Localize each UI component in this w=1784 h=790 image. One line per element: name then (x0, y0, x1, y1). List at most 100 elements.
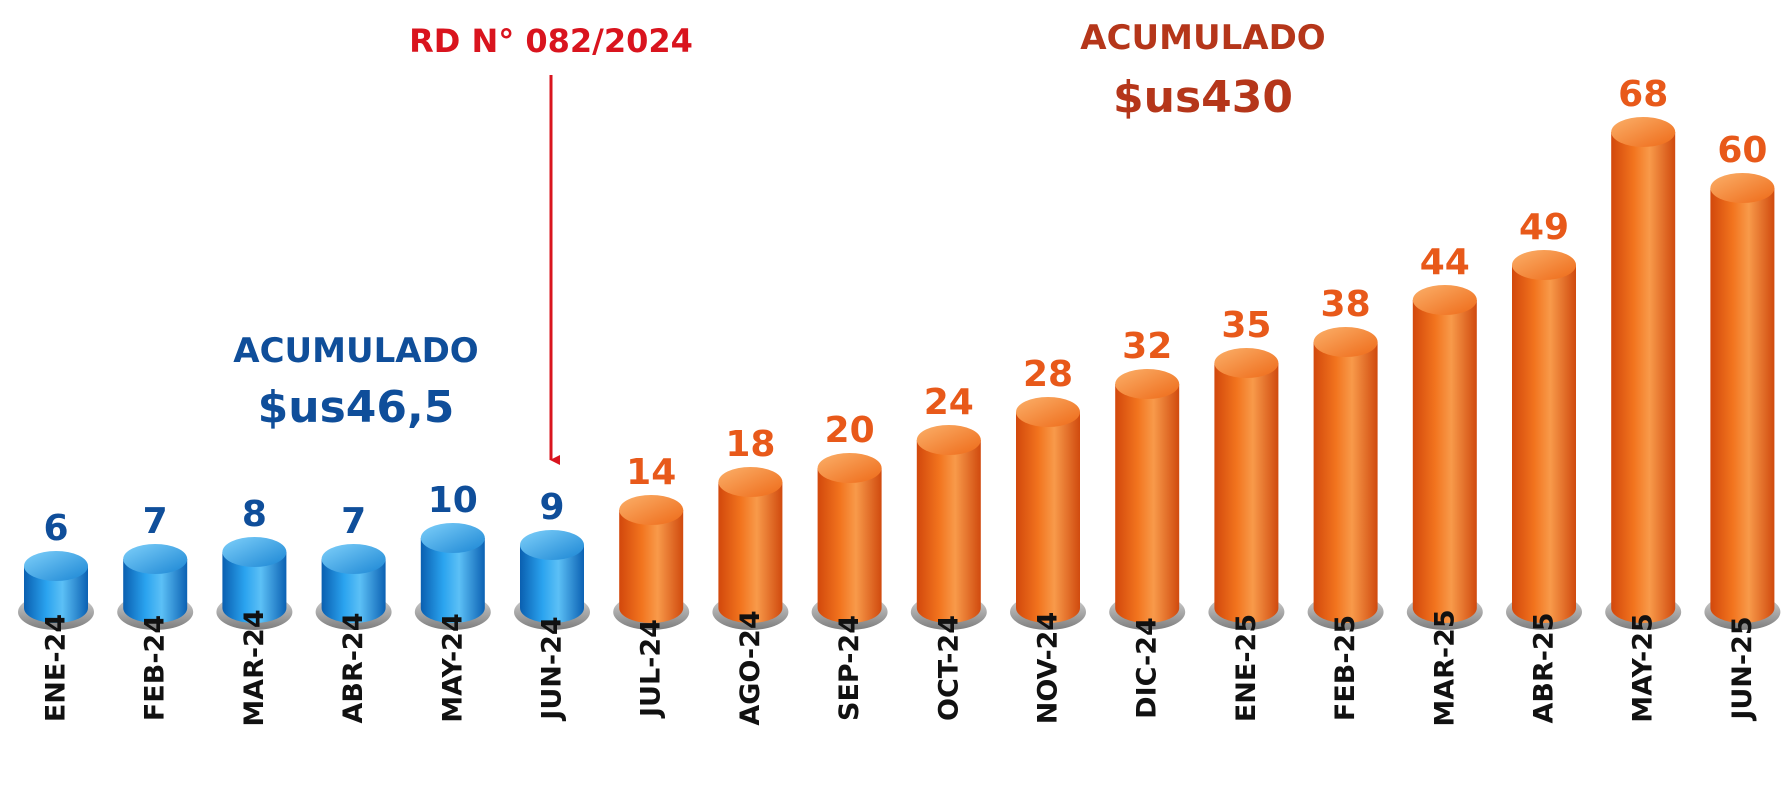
blue-accumulated-label: ACUMULADO (233, 331, 478, 371)
bar-top (916, 425, 981, 455)
bar-top (1611, 117, 1676, 147)
category-label-ene-24: ENE-24 (41, 614, 72, 722)
category-label-jun-25: JUN-25 (1727, 616, 1758, 721)
bar-body (420, 538, 485, 624)
bar-body (1214, 363, 1279, 624)
bar-body (24, 566, 88, 623)
bar-body (123, 559, 188, 624)
value-label-jun-24: 9 (539, 487, 564, 528)
value-label-jun-25: 60 (1717, 130, 1767, 171)
value-label-oct-24: 24 (924, 382, 974, 423)
bar-top (1412, 285, 1477, 315)
bar-top (817, 453, 882, 483)
category-label-abr-24: ABR-24 (338, 612, 369, 723)
bar-body (916, 440, 981, 624)
value-label-ene-25: 35 (1221, 305, 1271, 346)
category-label-feb-25: FEB-25 (1330, 615, 1361, 721)
bar-nov-24 (1010, 397, 1086, 630)
bar-body (1512, 265, 1576, 623)
category-label-jun-24: JUN-24 (537, 616, 568, 721)
value-label-feb-25: 38 (1321, 284, 1371, 325)
bar-jul-24 (613, 495, 690, 630)
value-label-mar-24: 8 (242, 494, 267, 535)
bar-top (321, 544, 386, 574)
category-label-ago-24: AGO-24 (735, 610, 766, 725)
bar-top (1313, 327, 1378, 357)
bar-top (1512, 250, 1576, 280)
value-label-dic-24: 32 (1122, 326, 1172, 367)
bar-top (24, 551, 88, 581)
category-label-mar-25: MAR-25 (1429, 609, 1460, 726)
value-label-ago-24: 18 (725, 424, 775, 465)
bar-ene-24 (18, 551, 94, 630)
value-label-sep-24: 20 (825, 410, 875, 451)
bar-feb-24 (117, 544, 194, 630)
bar-top (420, 523, 485, 553)
category-label-feb-24: FEB-24 (140, 615, 171, 721)
value-label-nov-24: 28 (1023, 354, 1073, 395)
category-label-nov-24: NOV-24 (1033, 612, 1064, 725)
bar-top (222, 537, 287, 567)
bar-body (321, 559, 386, 624)
bar-body (1611, 132, 1676, 624)
category-label-oct-24: OCT-24 (933, 615, 964, 721)
orange-accumulated-label: ACUMULADO (1080, 18, 1325, 58)
bar-body (1115, 384, 1180, 624)
value-label-abr-25: 49 (1519, 207, 1569, 248)
bar-body (619, 510, 684, 624)
bar-oct-24 (910, 425, 987, 630)
bar-jun-24 (514, 530, 590, 630)
bars-layer (18, 117, 1781, 630)
category-label-mar-24: MAR-24 (239, 609, 270, 726)
bar-may-24 (414, 523, 491, 630)
bar-top (1115, 369, 1180, 399)
value-label-mar-25: 44 (1420, 242, 1470, 283)
bar-ene-25 (1208, 348, 1285, 630)
bar-body (718, 482, 783, 624)
blue-accumulated-value: $us46,5 (258, 382, 455, 433)
bar-body (1313, 342, 1378, 624)
bar-body (520, 545, 584, 623)
value-label-abr-24: 7 (341, 501, 366, 542)
regulation-label: RD N° 082/2024 (409, 22, 693, 60)
bar-abr-24 (315, 544, 392, 630)
bar-top (1016, 397, 1080, 427)
category-label-sep-24: SEP-24 (834, 615, 865, 721)
bar-body (1016, 412, 1080, 623)
category-label-jul-24: JUL-24 (636, 619, 667, 719)
bar-body (1412, 300, 1477, 624)
blue-accumulated-note: ACUMULADO $us46,5 (233, 331, 478, 433)
category-label-abr-25: ABR-25 (1529, 612, 1560, 723)
bar-sep-24 (811, 453, 888, 630)
bar-feb-25 (1307, 327, 1384, 630)
bar-mar-25 (1406, 285, 1483, 630)
category-label-may-24: MAY-24 (437, 613, 468, 723)
bar-top (619, 495, 684, 525)
orange-accumulated-value: $us430 (1113, 72, 1293, 123)
bar-dic-24 (1109, 369, 1186, 630)
orange-accumulated-note: ACUMULADO $us430 (1080, 18, 1325, 123)
bar-top (1710, 173, 1775, 203)
category-label-dic-24: DIC-24 (1132, 617, 1163, 719)
bar-body (817, 468, 882, 624)
category-label-ene-25: ENE-25 (1231, 614, 1262, 722)
bar-mar-24 (216, 537, 293, 630)
bar-top (718, 467, 783, 497)
bar-ago-24 (712, 467, 789, 630)
value-label-jul-24: 14 (626, 452, 676, 493)
regulation-annotation: RD N° 082/2024 (409, 22, 693, 465)
bar-abr-25 (1506, 250, 1582, 630)
bar-jun-25 (1704, 173, 1781, 630)
value-label-may-24: 10 (428, 480, 478, 521)
value-label-may-25: 68 (1618, 74, 1668, 115)
value-label-feb-24: 7 (143, 501, 168, 542)
value-label-ene-24: 6 (43, 508, 68, 549)
bar-top (1214, 348, 1279, 378)
bar-may-25 (1605, 117, 1682, 630)
category-labels-layer: ENE-24 FEB-24 MAR-24 ABR-24 MAY-24 JUN-24 JUL-… (41, 609, 1758, 726)
bar-top (520, 530, 584, 560)
bar-body (222, 552, 287, 624)
bar-top (123, 544, 188, 574)
bar-body (1710, 188, 1775, 624)
